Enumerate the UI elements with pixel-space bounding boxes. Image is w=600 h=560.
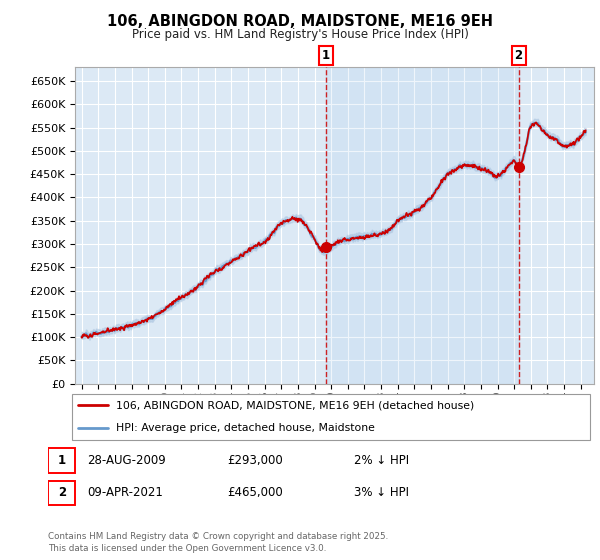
Text: 09-APR-2021: 09-APR-2021 <box>88 486 163 500</box>
FancyBboxPatch shape <box>71 394 590 440</box>
Text: HPI: Average price, detached house, Maidstone: HPI: Average price, detached house, Maid… <box>116 423 375 433</box>
Text: 1: 1 <box>322 49 329 62</box>
Text: £465,000: £465,000 <box>227 486 283 500</box>
Text: 3% ↓ HPI: 3% ↓ HPI <box>354 486 409 500</box>
Text: Contains HM Land Registry data © Crown copyright and database right 2025.
This d: Contains HM Land Registry data © Crown c… <box>48 533 388 553</box>
Text: 28-AUG-2009: 28-AUG-2009 <box>88 454 166 467</box>
Text: 2: 2 <box>58 486 66 500</box>
Text: 1: 1 <box>58 454 66 467</box>
FancyBboxPatch shape <box>48 449 76 473</box>
Text: 106, ABINGDON ROAD, MAIDSTONE, ME16 9EH (detached house): 106, ABINGDON ROAD, MAIDSTONE, ME16 9EH … <box>116 400 475 410</box>
Text: 106, ABINGDON ROAD, MAIDSTONE, ME16 9EH: 106, ABINGDON ROAD, MAIDSTONE, ME16 9EH <box>107 14 493 29</box>
Text: Price paid vs. HM Land Registry's House Price Index (HPI): Price paid vs. HM Land Registry's House … <box>131 28 469 41</box>
Text: 2: 2 <box>515 49 523 62</box>
Bar <box>326 67 518 384</box>
FancyBboxPatch shape <box>48 480 76 505</box>
Text: £293,000: £293,000 <box>227 454 283 467</box>
Text: 2% ↓ HPI: 2% ↓ HPI <box>354 454 409 467</box>
